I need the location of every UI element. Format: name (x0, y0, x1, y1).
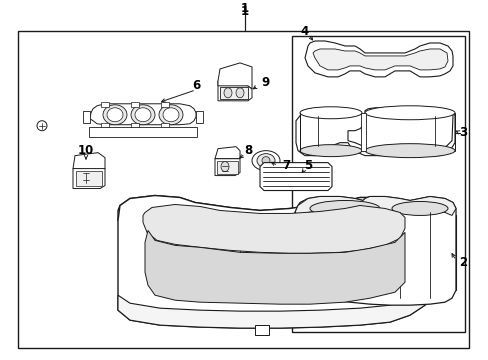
Polygon shape (312, 49, 447, 70)
Bar (131, 102, 139, 107)
Polygon shape (83, 111, 90, 123)
Ellipse shape (135, 108, 151, 122)
Ellipse shape (309, 201, 379, 216)
Ellipse shape (299, 145, 361, 157)
Ellipse shape (257, 154, 274, 168)
Polygon shape (218, 81, 251, 101)
Polygon shape (90, 104, 196, 125)
Text: 6: 6 (191, 79, 200, 93)
Bar (161, 123, 169, 128)
Ellipse shape (131, 105, 155, 125)
Polygon shape (260, 163, 331, 190)
Polygon shape (73, 153, 105, 168)
Text: 3: 3 (458, 126, 466, 139)
Bar (89, 127, 197, 137)
Text: 4: 4 (300, 24, 308, 37)
Ellipse shape (224, 88, 231, 98)
Bar (217, 161, 238, 174)
Text: 9: 9 (260, 76, 268, 89)
Text: 5: 5 (303, 159, 311, 172)
Polygon shape (305, 41, 452, 77)
Ellipse shape (159, 105, 183, 125)
Ellipse shape (163, 108, 179, 122)
Ellipse shape (251, 150, 280, 171)
Ellipse shape (236, 88, 244, 98)
Polygon shape (118, 195, 424, 263)
Polygon shape (118, 290, 424, 328)
Text: 7: 7 (282, 159, 289, 172)
Polygon shape (294, 197, 455, 305)
Bar (131, 123, 139, 128)
Text: 2: 2 (458, 256, 466, 269)
Ellipse shape (364, 144, 454, 158)
Polygon shape (218, 63, 251, 89)
Ellipse shape (262, 157, 269, 165)
Ellipse shape (107, 108, 123, 122)
Text: 1: 1 (241, 5, 248, 18)
Ellipse shape (103, 105, 127, 125)
Polygon shape (145, 230, 404, 304)
Polygon shape (142, 204, 404, 253)
Text: 1: 1 (241, 1, 248, 15)
Bar (291, 36, 464, 332)
Ellipse shape (391, 202, 447, 215)
Bar (18, 31, 468, 348)
Text: 10: 10 (78, 144, 94, 157)
Ellipse shape (299, 107, 361, 119)
Bar (161, 102, 169, 107)
Bar (360, 113, 365, 150)
Bar (101, 102, 109, 107)
Ellipse shape (364, 106, 454, 120)
Ellipse shape (221, 162, 228, 172)
Bar (76, 171, 102, 185)
Bar (254, 325, 268, 335)
Polygon shape (215, 147, 240, 159)
Polygon shape (215, 159, 240, 176)
Polygon shape (73, 166, 105, 189)
Polygon shape (295, 108, 454, 156)
Polygon shape (294, 197, 455, 215)
Bar (220, 87, 247, 99)
Ellipse shape (37, 121, 47, 131)
Text: 8: 8 (244, 144, 252, 157)
Polygon shape (196, 111, 203, 123)
Bar (101, 123, 109, 128)
Polygon shape (118, 195, 424, 328)
